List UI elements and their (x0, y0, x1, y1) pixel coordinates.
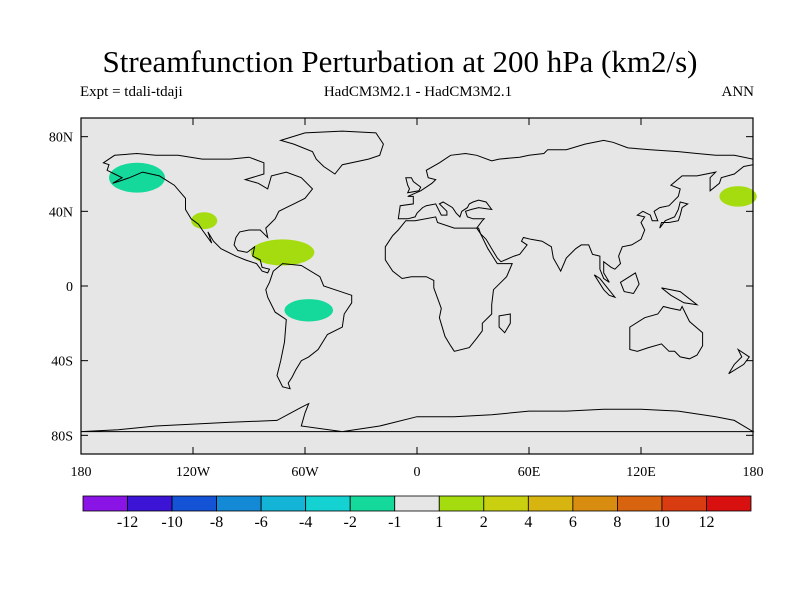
colorbar-swatch (661, 495, 707, 512)
colorbar-label: 2 (480, 514, 488, 531)
coastline-africa (384, 216, 513, 352)
colorbar-swatch (171, 495, 217, 512)
coastline-new-guinea (661, 287, 699, 306)
map-background (81, 118, 753, 454)
colorbar: -12 -10 -8 -6 -4 -2 -1 1 2 4 6 8 10 12 (82, 495, 752, 531)
anomaly-baja-positive (191, 212, 218, 230)
colorbar-swatch (706, 495, 752, 512)
map-axes: 80N 40N 0 40S 80S 180 120W 60W 0 60E 120E 180 (49, 118, 764, 480)
colorbar-swatch (394, 495, 440, 512)
coastline-australia (629, 305, 704, 360)
y-tick-label: 80N (49, 131, 73, 146)
x-tick-label: 180 (743, 465, 764, 480)
colorbar-label: 12 (698, 514, 714, 531)
coastline-antarctica-coast (80, 402, 755, 433)
coastline-japan (659, 201, 689, 229)
chart-title: Streamfunction Perturbation at 200 hPa (… (102, 44, 698, 79)
colorbar-swatch (127, 495, 173, 512)
colorbar-label: -8 (210, 514, 223, 531)
colorbar-label: -10 (161, 514, 182, 531)
colorbar-label: 10 (654, 514, 670, 531)
x-tick-label: 120W (176, 465, 211, 480)
x-tick-label: 120E (626, 465, 656, 480)
coastline-madagascar (498, 313, 511, 334)
colorbar-swatch (527, 495, 574, 512)
x-tick-label: 60E (518, 465, 541, 480)
anomaly-caribbean-positive (250, 239, 315, 266)
colorbar-swatch (483, 495, 529, 512)
colorbar-swatch (305, 495, 351, 512)
colorbar-label: -1 (388, 514, 401, 531)
season-label: ANN (721, 84, 755, 100)
y-tick-label: 0 (66, 280, 73, 295)
coastline-sumatra (593, 274, 617, 299)
map-panel (81, 118, 757, 454)
coastline-eurasia (397, 139, 754, 283)
y-tick-label: 40S (51, 355, 73, 370)
x-tick-label: 60W (291, 465, 319, 480)
colorbar-swatch (82, 495, 128, 512)
colorbar-swatch (260, 495, 307, 512)
colorbar-label: 1 (435, 514, 443, 531)
coastline-greenland (278, 130, 384, 175)
x-tick-label: 0 (414, 465, 421, 480)
colorbar-label: -4 (299, 514, 312, 531)
coastlines (80, 130, 755, 433)
coastline-new-zealand (728, 348, 751, 375)
colorbar-swatch (438, 495, 485, 512)
model-comparison-label: HadCM3M2.1 - HadCM3M2.1 (323, 84, 513, 100)
anomaly-alaska-gulf-negative (109, 162, 165, 193)
anomaly-amazon-negative (284, 299, 333, 322)
colorbar-label: -2 (344, 514, 357, 531)
colorbar-swatch (617, 495, 663, 512)
coastline-south-america (265, 263, 353, 390)
y-tick-label: 40N (49, 205, 73, 220)
colorbar-label: -12 (117, 514, 138, 531)
colorbar-label: 4 (524, 514, 532, 531)
colorbar-swatch (572, 495, 618, 512)
colorbar-label: 6 (569, 514, 577, 531)
experiment-label: Expt = tdali-tdaji (80, 84, 183, 100)
y-tick-label: 80S (51, 429, 73, 444)
colorbar-label: -6 (254, 514, 267, 531)
coastline-great-britain (405, 177, 422, 194)
coastline-borneo (619, 272, 640, 295)
colorbar-label: 8 (613, 514, 621, 531)
colorbar-swatch (216, 495, 262, 512)
coastline-north-america (102, 152, 314, 274)
colorbar-swatch (349, 495, 396, 512)
anomaly-north-pacific-positive (719, 186, 757, 207)
x-tick-label: 180 (71, 465, 92, 480)
